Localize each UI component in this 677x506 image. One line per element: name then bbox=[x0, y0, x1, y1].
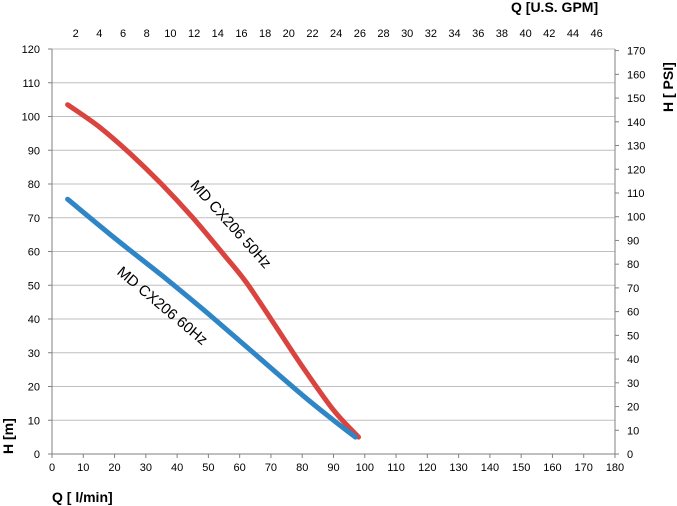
top-tick-label: 10 bbox=[164, 28, 176, 40]
right-tick-label: 130 bbox=[627, 141, 645, 153]
top-tick-label: 20 bbox=[283, 28, 295, 40]
top-tick-label: 16 bbox=[235, 28, 247, 40]
right-tick-label: 60 bbox=[627, 307, 639, 319]
top-tick-label: 22 bbox=[306, 28, 318, 40]
top-tick-label: 36 bbox=[472, 28, 484, 40]
x-tick-label: 120 bbox=[418, 462, 436, 474]
y-tick-label: 80 bbox=[28, 179, 40, 191]
top-tick-label: 28 bbox=[377, 28, 389, 40]
top-tick-label: 8 bbox=[144, 28, 150, 40]
x-tick-label: 100 bbox=[356, 462, 374, 474]
top-tick-label: 24 bbox=[330, 28, 342, 40]
top-tick-label: 6 bbox=[120, 28, 126, 40]
y-tick-label: 50 bbox=[28, 280, 40, 292]
right-tick-label: 150 bbox=[627, 93, 645, 105]
y-tick-label: 90 bbox=[28, 145, 40, 157]
top-tick-label: 18 bbox=[259, 28, 271, 40]
right-tick-label: 70 bbox=[627, 283, 639, 295]
x-tick-label: 180 bbox=[606, 462, 624, 474]
x-tick-label: 20 bbox=[108, 462, 120, 474]
x-tick-label: 70 bbox=[265, 462, 277, 474]
y-tick-label: 70 bbox=[28, 213, 40, 225]
right-tick-label: 100 bbox=[627, 212, 645, 224]
top-tick-label: 46 bbox=[591, 28, 603, 40]
right-tick-label: 170 bbox=[627, 46, 645, 58]
y-axis-ticks: 0 10 20 30 40 50 60 70 80 90 100 110 120 bbox=[22, 44, 52, 461]
top-tick-label: 2 bbox=[73, 28, 79, 40]
right-tick-label: 80 bbox=[627, 259, 639, 271]
y-tick-label: 120 bbox=[22, 44, 40, 56]
right-tick-label: 110 bbox=[627, 188, 645, 200]
x-tick-label: 90 bbox=[327, 462, 339, 474]
x-axis-ticks: 0 10 20 30 40 50 60 70 80 90 100 110 120 130 140 150 160… bbox=[49, 454, 624, 474]
x-tick-label: 50 bbox=[202, 462, 214, 474]
y-tick-label: 30 bbox=[28, 348, 40, 360]
right-tick-label: 120 bbox=[627, 164, 645, 176]
series-line-50hz bbox=[65, 102, 361, 440]
grid-lines bbox=[52, 48, 615, 421]
y-tick-label: 0 bbox=[34, 449, 40, 461]
top-tick-label: 44 bbox=[567, 28, 579, 40]
y-tick-label: 40 bbox=[28, 314, 40, 326]
x-tick-label: 110 bbox=[387, 462, 405, 474]
top-tick-label: 34 bbox=[448, 28, 460, 40]
top-tick-label: 4 bbox=[96, 28, 102, 40]
x-axis-title: Q [ l/min] bbox=[52, 489, 113, 505]
y-tick-label: 110 bbox=[22, 78, 40, 90]
right-tick-label: 160 bbox=[627, 69, 645, 81]
top-tick-label: 40 bbox=[519, 28, 531, 40]
right-tick-label: 90 bbox=[627, 235, 639, 247]
right-tick-label: 10 bbox=[627, 425, 639, 437]
top-tick-label: 32 bbox=[425, 28, 437, 40]
x-tick-label: 60 bbox=[234, 462, 246, 474]
x-tick-label: 0 bbox=[49, 462, 55, 474]
x-tick-label: 10 bbox=[77, 462, 89, 474]
right-tick-label: 140 bbox=[627, 117, 645, 129]
right-tick-label: 20 bbox=[627, 402, 639, 414]
y-tick-label: 20 bbox=[28, 382, 40, 394]
y-tick-label: 60 bbox=[28, 247, 40, 259]
right-axis-title: H [ PSI] bbox=[660, 62, 676, 112]
y-axis-title: H [m] bbox=[0, 418, 16, 454]
x-tick-label: 170 bbox=[575, 462, 593, 474]
x-tick-label: 80 bbox=[296, 462, 308, 474]
right-tick-label: 50 bbox=[627, 330, 639, 342]
top-axis-ticks: 2 4 6 8 10 12 14 16 18 20 22 24 26 28 30 32 34 36 38 40 42 44… bbox=[73, 28, 603, 40]
x-tick-label: 160 bbox=[543, 462, 561, 474]
x-tick-label: 40 bbox=[171, 462, 183, 474]
top-tick-label: 30 bbox=[401, 28, 413, 40]
right-tick-label: 40 bbox=[627, 354, 639, 366]
right-axis-ticks: 0 10 20 30 40 50 60 70 80 90 100 110 120 130 140 150 160… bbox=[615, 46, 645, 461]
x-tick-label: 30 bbox=[140, 462, 152, 474]
right-tick-label: 0 bbox=[627, 449, 633, 461]
top-tick-label: 26 bbox=[354, 28, 366, 40]
top-tick-label: 42 bbox=[543, 28, 555, 40]
top-tick-label: 38 bbox=[496, 28, 508, 40]
series-group bbox=[65, 102, 361, 440]
right-tick-label: 30 bbox=[627, 378, 639, 390]
x-tick-label: 140 bbox=[481, 462, 499, 474]
x-tick-label: 130 bbox=[449, 462, 467, 474]
y-tick-label: 100 bbox=[22, 112, 40, 124]
top-tick-label: 12 bbox=[188, 28, 200, 40]
x-tick-label: 150 bbox=[512, 462, 530, 474]
series-line-60hz bbox=[65, 196, 358, 440]
top-tick-label: 14 bbox=[212, 28, 224, 40]
y-tick-label: 10 bbox=[28, 415, 40, 427]
top-axis-title: Q [U.S. GPM] bbox=[511, 0, 598, 15]
